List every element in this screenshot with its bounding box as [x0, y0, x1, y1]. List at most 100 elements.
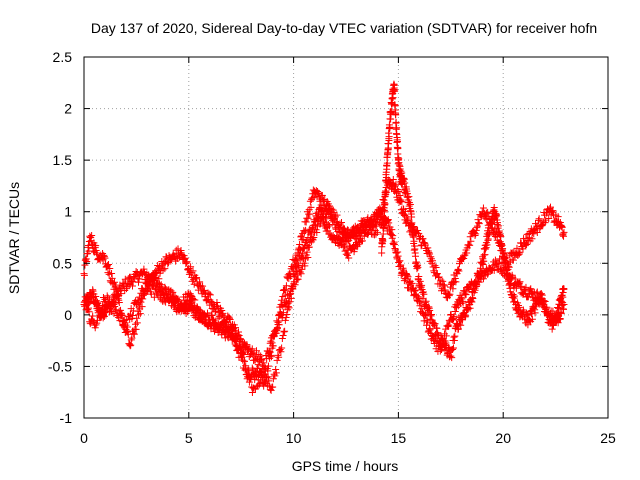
data-point	[248, 388, 256, 396]
data-point	[451, 275, 459, 283]
data-point	[332, 213, 340, 221]
data-point	[141, 289, 149, 297]
data-point	[252, 347, 260, 355]
y-tick-label: -0.5	[48, 358, 72, 374]
data-point	[185, 264, 193, 272]
data-point	[158, 287, 166, 295]
data-point	[504, 271, 512, 279]
data-point	[161, 285, 169, 293]
data-point	[215, 326, 223, 334]
data-point	[219, 309, 227, 317]
data-point	[236, 335, 244, 343]
data-point	[538, 222, 546, 230]
data-point	[127, 273, 135, 281]
data-point	[140, 265, 148, 273]
data-point	[249, 351, 257, 359]
data-point	[291, 281, 299, 289]
data-point	[516, 278, 524, 286]
data-point	[457, 321, 465, 329]
data-point	[304, 254, 312, 262]
data-point	[449, 285, 457, 293]
data-point	[127, 341, 135, 349]
data-point	[403, 216, 411, 224]
data-point	[276, 308, 284, 316]
data-point	[373, 216, 381, 224]
y-tick-label: -1	[60, 410, 73, 426]
data-point	[372, 230, 380, 238]
data-point	[306, 210, 314, 218]
data-point	[439, 277, 447, 285]
data-point	[414, 293, 422, 301]
data-point	[97, 310, 105, 318]
data-point	[89, 287, 97, 295]
data-point	[130, 330, 138, 338]
data-point	[126, 340, 134, 348]
y-tick-label: 1	[64, 204, 72, 220]
data-point	[401, 179, 409, 187]
data-point	[275, 353, 283, 361]
data-point	[333, 211, 341, 219]
data-point	[160, 259, 168, 267]
data-point	[248, 345, 256, 353]
data-point	[385, 133, 393, 141]
data-point	[445, 321, 453, 329]
data-point	[108, 274, 116, 282]
data-point	[445, 292, 453, 300]
data-point	[114, 290, 122, 298]
data-point	[267, 337, 275, 345]
data-point	[281, 299, 289, 307]
data-point	[548, 207, 556, 215]
x-tick-label: 5	[185, 430, 193, 446]
data-point	[192, 309, 200, 317]
data-point	[305, 243, 313, 251]
data-point	[213, 299, 221, 307]
data-point	[501, 254, 509, 262]
x-tick-label: 10	[286, 430, 302, 446]
data-point	[505, 275, 513, 283]
data-point	[317, 220, 325, 228]
y-axis-label: SDTVAR / TECUs	[6, 182, 22, 294]
data-point	[205, 290, 213, 298]
data-point	[448, 354, 456, 362]
data-point	[464, 241, 472, 249]
data-point	[239, 356, 247, 364]
data-point	[243, 341, 251, 349]
data-point	[513, 244, 521, 252]
data-point	[130, 330, 138, 338]
data-point	[538, 291, 546, 299]
data-point	[230, 324, 238, 332]
data-point	[122, 321, 130, 329]
data-point	[124, 330, 132, 338]
data-point	[280, 328, 288, 336]
data-point	[414, 227, 422, 235]
data-point	[314, 190, 322, 198]
data-point	[395, 187, 403, 195]
data-point	[379, 237, 387, 245]
data-point	[187, 291, 195, 299]
data-point	[283, 311, 291, 319]
data-point	[138, 303, 146, 311]
data-point	[383, 159, 391, 167]
data-point	[533, 228, 541, 236]
data-point	[255, 351, 263, 359]
data-point	[358, 237, 366, 245]
data-point	[499, 245, 507, 253]
data-point	[294, 275, 302, 283]
data-point	[282, 313, 290, 321]
data-point	[552, 317, 560, 325]
data-point	[410, 237, 418, 245]
data-point	[406, 201, 414, 209]
data-point	[521, 242, 529, 250]
data-point	[358, 220, 366, 228]
data-point	[244, 366, 252, 374]
data-point	[257, 368, 265, 376]
data-point	[112, 285, 120, 293]
data-point	[278, 344, 286, 352]
data-point	[299, 230, 307, 238]
data-point	[111, 302, 119, 310]
data-point	[423, 321, 431, 329]
y-tick-label: 0	[64, 307, 72, 323]
data-point	[515, 303, 523, 311]
data-point	[134, 311, 142, 319]
data-point	[148, 274, 156, 282]
